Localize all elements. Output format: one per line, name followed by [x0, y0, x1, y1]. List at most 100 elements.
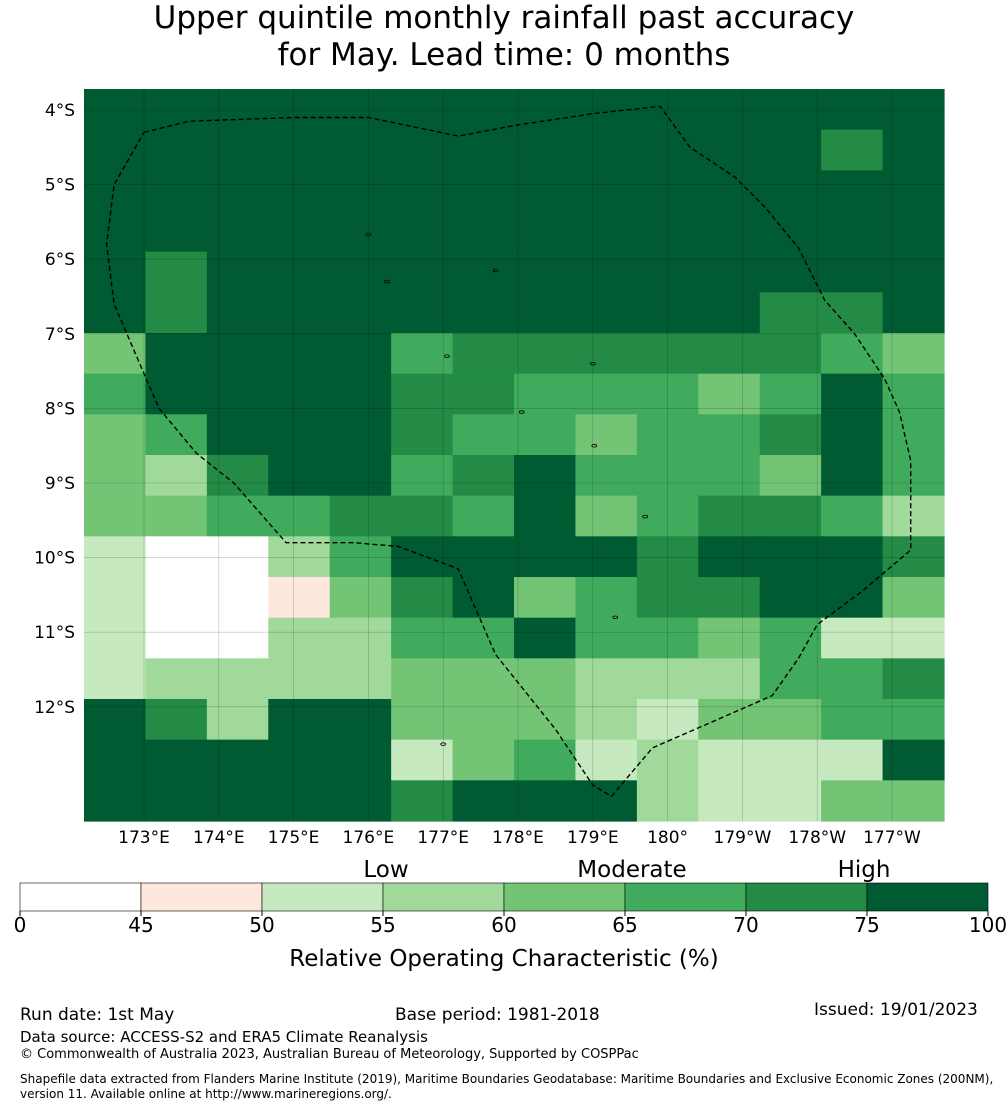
map-cell [268, 211, 331, 253]
colorbar-axis-label: Relative Operating Characteristic (%) [289, 946, 718, 972]
map-cell [759, 170, 822, 212]
colorbar-tick-label: 50 [249, 913, 274, 937]
map-cell [821, 414, 884, 456]
map-cell [759, 699, 822, 741]
map-cell [636, 658, 699, 700]
map-cell [452, 373, 515, 415]
map-cell [882, 617, 945, 659]
map-cell [636, 699, 699, 741]
colorbar-tick-label: 100 [969, 913, 1007, 937]
map-cell [84, 129, 147, 171]
map-cell [514, 699, 577, 741]
map-cell [882, 333, 945, 375]
map-cell [821, 89, 884, 131]
category-label-low: Low [363, 857, 408, 883]
map-cell [145, 170, 208, 212]
map-cell [759, 414, 822, 456]
map-cell [575, 414, 638, 456]
map-cell [821, 617, 884, 659]
colorbar-segment [624, 882, 747, 912]
map-cell [575, 170, 638, 212]
lat-tick-label: 12°S [34, 698, 75, 718]
map-cell [882, 658, 945, 700]
map-cell [882, 739, 945, 781]
map-cell [698, 292, 761, 334]
map-cell [759, 129, 822, 171]
map-cell [268, 414, 331, 456]
colorbar-segment [503, 882, 626, 912]
colorbar-tick-label: 60 [491, 913, 516, 937]
map-cell [145, 780, 208, 822]
map-cell [206, 617, 269, 659]
map-cell [268, 617, 331, 659]
colorbar-segment [140, 882, 263, 912]
map-cell [759, 89, 822, 131]
map-cell [206, 536, 269, 578]
map-cell [391, 577, 454, 619]
map-cell [514, 495, 577, 537]
map-cell [821, 495, 884, 537]
map-cell [821, 780, 884, 822]
lat-tick-label: 4°S [45, 101, 75, 121]
map-cell [268, 129, 331, 171]
map-cell [268, 658, 331, 700]
map-cell [514, 292, 577, 334]
map-cell [698, 780, 761, 822]
map-cell [821, 292, 884, 334]
map-cell [329, 333, 392, 375]
map-cell [391, 455, 454, 497]
island-outline [589, 361, 596, 366]
map-cell [636, 536, 699, 578]
run-date: Run date: 1st May [20, 1005, 175, 1025]
map-cell [391, 129, 454, 171]
map-cell [329, 455, 392, 497]
island-outline [591, 444, 598, 448]
map-cell [452, 495, 515, 537]
map-cell [514, 414, 577, 456]
island-outline [642, 514, 649, 519]
colorbar-segment [19, 882, 142, 912]
map-cell [636, 292, 699, 334]
colorbar: 0 45 50 55 60 65 70 75 100 Low Moderate High Rel… [14, 857, 1007, 972]
map-cell [268, 739, 331, 781]
map-cell [882, 495, 945, 537]
map-cell [329, 780, 392, 822]
map-cell [452, 455, 515, 497]
island-outline [612, 615, 619, 619]
map-cell [329, 373, 392, 415]
map-cell [206, 739, 269, 781]
map-cell [84, 89, 147, 131]
map-cell [206, 780, 269, 822]
map-cell [329, 129, 392, 171]
map-cell [206, 251, 269, 293]
map-cell [206, 455, 269, 497]
map-cell [698, 373, 761, 415]
map-cell [145, 495, 208, 537]
map-cell [391, 536, 454, 578]
map-cell [329, 739, 392, 781]
map-cell [268, 373, 331, 415]
map-cell [84, 251, 147, 293]
map-cell [821, 373, 884, 415]
map-cell [698, 495, 761, 537]
map-cell [206, 170, 269, 212]
map-cell [268, 251, 331, 293]
map-cell [821, 699, 884, 741]
map-cell [452, 617, 515, 659]
map-cell [84, 536, 147, 578]
map-cell [636, 373, 699, 415]
map-cell [145, 536, 208, 578]
map-cell [84, 455, 147, 497]
map-cell [882, 211, 945, 253]
map-cell [698, 333, 761, 375]
lon-tick-label: 174°E [193, 828, 245, 848]
lon-tick-label: 173°E [118, 828, 170, 848]
map-grid-cells [84, 89, 945, 822]
map-cell [636, 129, 699, 171]
map-cell [759, 373, 822, 415]
lat-tick-label: 10°S [34, 549, 75, 569]
map-cell [268, 495, 331, 537]
map-cell [821, 211, 884, 253]
lon-tick-label: 178°W [788, 828, 846, 848]
map-cell [514, 89, 577, 131]
